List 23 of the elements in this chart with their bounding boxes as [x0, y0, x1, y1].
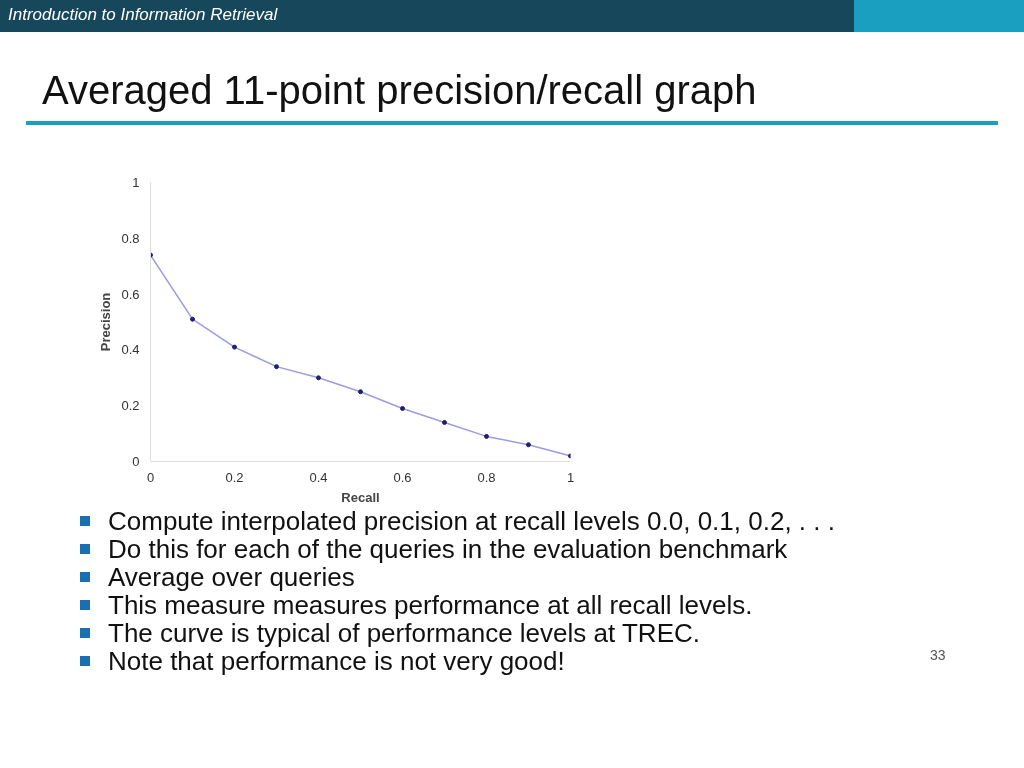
chart-title: Averaged 11-point precision/recall graph: [41, 67, 758, 113]
x-tick-label: 0: [146, 469, 155, 485]
y-tick-label: 0.4: [121, 342, 140, 358]
y-tick-label: 0.2: [121, 398, 140, 414]
text: Note that performance is not very good!: [107, 646, 566, 676]
y-tick-label: 0.8: [121, 230, 140, 246]
x-axis-title: Recall: [341, 489, 380, 505]
text: Introduction to Information Retrieval: [8, 5, 278, 25]
x-tick-label: 0.2: [225, 469, 244, 485]
x-tick-label: 1: [566, 469, 575, 485]
text: 33: [930, 646, 946, 663]
text: Compute interpolated precision at recall levels 0.0, 0.1, 0.2, . . .: [107, 506, 835, 536]
y-tick-label: 0: [132, 454, 140, 469]
y-axis-title: Precision: [98, 292, 114, 352]
text: This measure measures performance at all recall levels.: [107, 590, 754, 620]
x-tick-label: 0.8: [477, 469, 496, 485]
text: Average over queries: [107, 562, 356, 592]
text: Do this for each of the queries in the evaluation benchmark: [107, 534, 789, 564]
text: The curve is typical of performance levels at TREC.: [107, 618, 701, 648]
x-tick-label: 0.4: [309, 469, 328, 485]
y-tick-label: 1: [132, 175, 140, 190]
y-tick-label: 0.6: [121, 286, 140, 302]
x-tick-label: 0.6: [393, 469, 412, 485]
